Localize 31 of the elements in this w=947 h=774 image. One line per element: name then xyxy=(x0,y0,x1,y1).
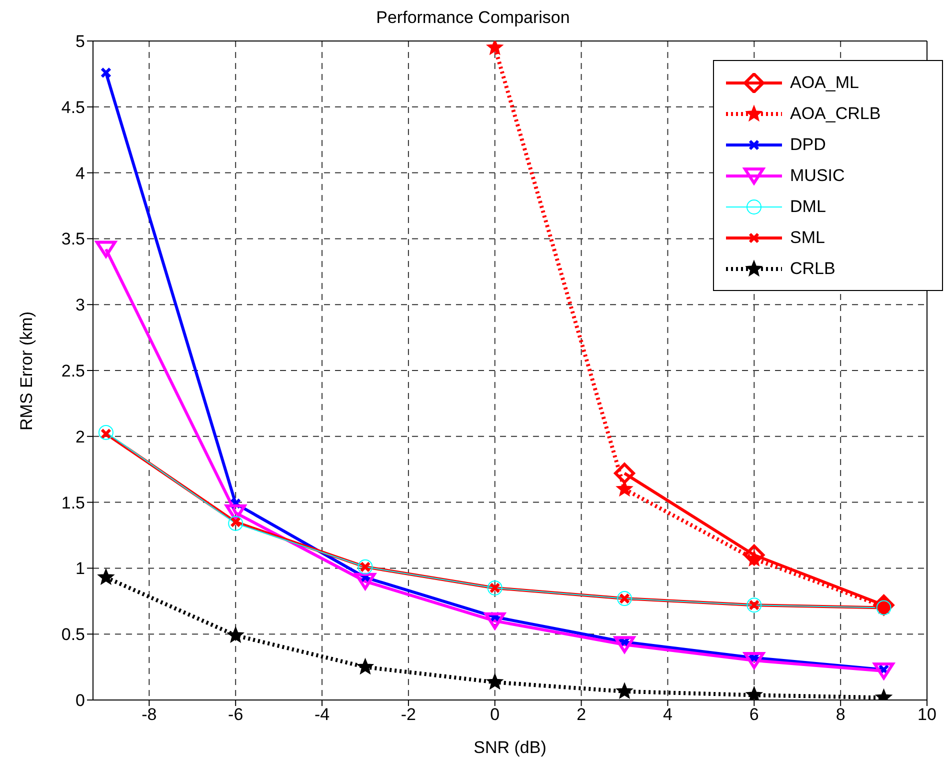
legend-label: DML xyxy=(790,196,826,216)
legend-label: AOA_CRLB xyxy=(790,104,881,124)
y-tick-label: 4.5 xyxy=(61,98,85,117)
x-tick-label: 6 xyxy=(749,705,759,724)
x-tick-label: -8 xyxy=(142,705,157,724)
y-tick-label: 0.5 xyxy=(61,625,85,644)
legend-label: CRLB xyxy=(790,258,836,278)
y-tick-label: 3 xyxy=(76,296,85,315)
y-tick-label: 2.5 xyxy=(61,362,85,381)
x-tick-label: 8 xyxy=(836,705,846,724)
y-tick-label: 4 xyxy=(76,164,85,183)
y-tick-label: 3.5 xyxy=(61,230,85,249)
y-tick-label: 5 xyxy=(76,32,85,52)
y-tick-label: 1 xyxy=(76,559,85,578)
x-tick-label: 0 xyxy=(490,705,500,724)
y-tick-label: 1.5 xyxy=(61,493,85,512)
legend-label: DPD xyxy=(790,134,826,154)
legend-label: SML xyxy=(790,228,825,248)
y-tick-label: 2 xyxy=(76,427,85,446)
x-tick-label: -4 xyxy=(314,705,330,724)
x-tick-label: 10 xyxy=(918,705,936,724)
x-tick-label: -2 xyxy=(400,705,416,724)
x-tick-label: 2 xyxy=(576,705,586,724)
legend-label: AOA_ML xyxy=(790,72,859,92)
y-tick-label: 0 xyxy=(76,691,85,710)
x-tick-label: 4 xyxy=(662,705,672,724)
x-tick-label: -6 xyxy=(228,705,244,724)
x-axis-title: SNR (dB) xyxy=(474,738,546,757)
chart-title: Performance Comparison xyxy=(375,8,571,29)
legend-label: MUSIC xyxy=(790,166,845,186)
y-axis-title: RMS Error (km) xyxy=(17,312,36,430)
